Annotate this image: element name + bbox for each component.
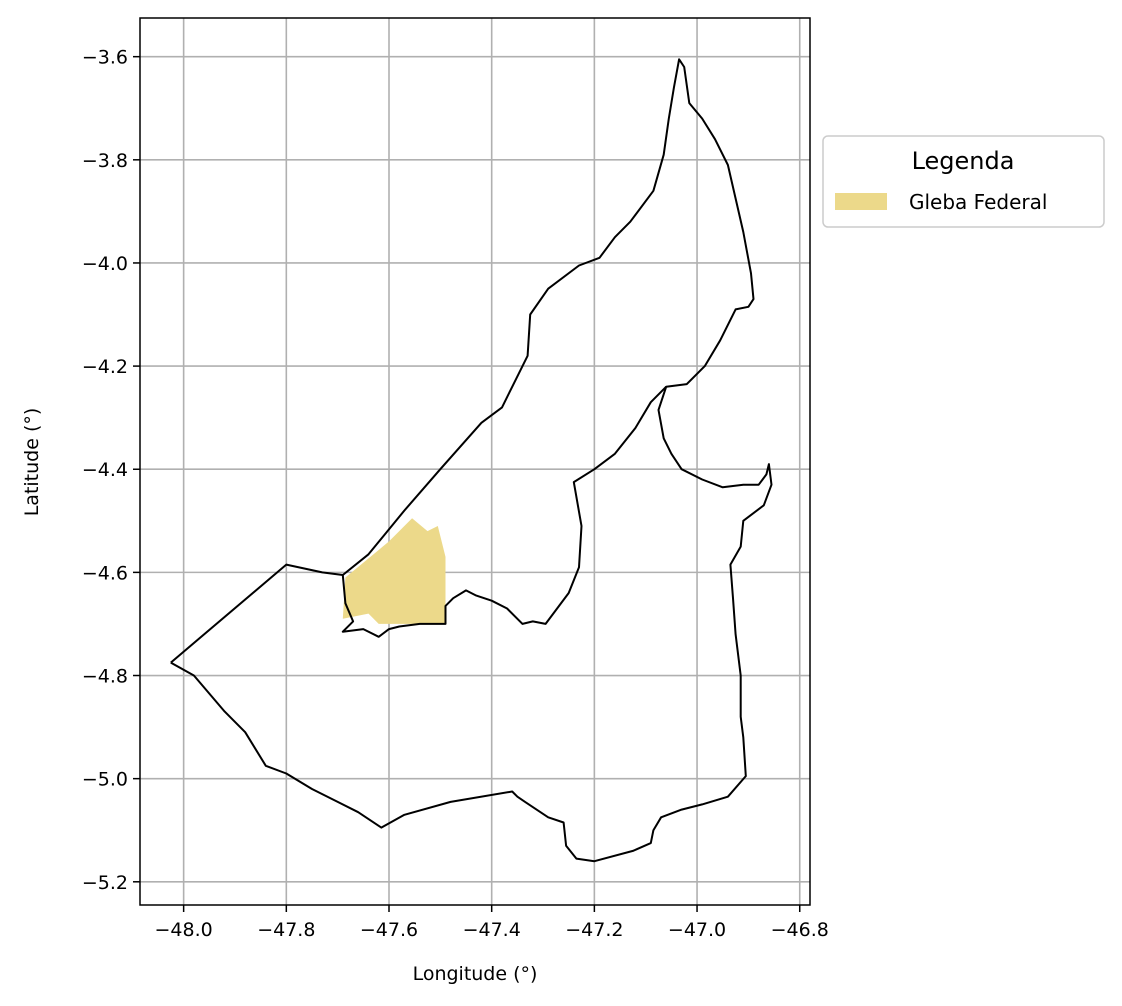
legend-frame: [822, 135, 1105, 228]
y-tick-label: −3.6: [82, 47, 128, 69]
y-axis-label: Latitude (°): [21, 408, 43, 517]
x-tick-label: −47.6: [360, 919, 418, 941]
legend-swatch-gleba-federal: [835, 193, 887, 210]
x-tick-label: −47.0: [668, 919, 726, 941]
legend-label-gleba-federal: Gleba Federal: [909, 190, 1047, 214]
x-tick-label: −48.0: [155, 919, 213, 941]
area-gleba-federal: [342, 518, 446, 624]
y-tick-label: −4.4: [82, 459, 128, 481]
y-tick-label: −4.6: [82, 562, 128, 584]
y-tick-label: −4.8: [82, 666, 128, 688]
y-tick-label: −4.0: [82, 253, 128, 275]
boundary-inner-boundary: [341, 385, 667, 638]
y-tick-label: −5.2: [82, 872, 128, 894]
y-tick-label: −4.2: [82, 356, 128, 378]
legend: Legenda Gleba Federal: [822, 135, 1105, 228]
x-tick-label: −47.4: [463, 919, 521, 941]
map-layers: [170, 58, 773, 863]
x-axis-label: Longitude (°): [413, 963, 538, 985]
grid-lines: [140, 18, 810, 905]
x-tick-label: −46.8: [771, 919, 829, 941]
axis-ticks: −48.0 −47.8 −47.6 −47.4 −47.2 −47.0 −46.8 −3.6 −…: [82, 47, 829, 941]
y-tick-label: −3.8: [82, 150, 128, 172]
x-tick-label: −47.8: [257, 919, 315, 941]
boundary-outer-boundary: [170, 58, 773, 863]
x-tick-label: −47.2: [565, 919, 623, 941]
legend-title: Legenda: [912, 147, 1015, 175]
y-tick-label: −5.0: [82, 769, 128, 791]
plot-frame: [139, 17, 811, 906]
